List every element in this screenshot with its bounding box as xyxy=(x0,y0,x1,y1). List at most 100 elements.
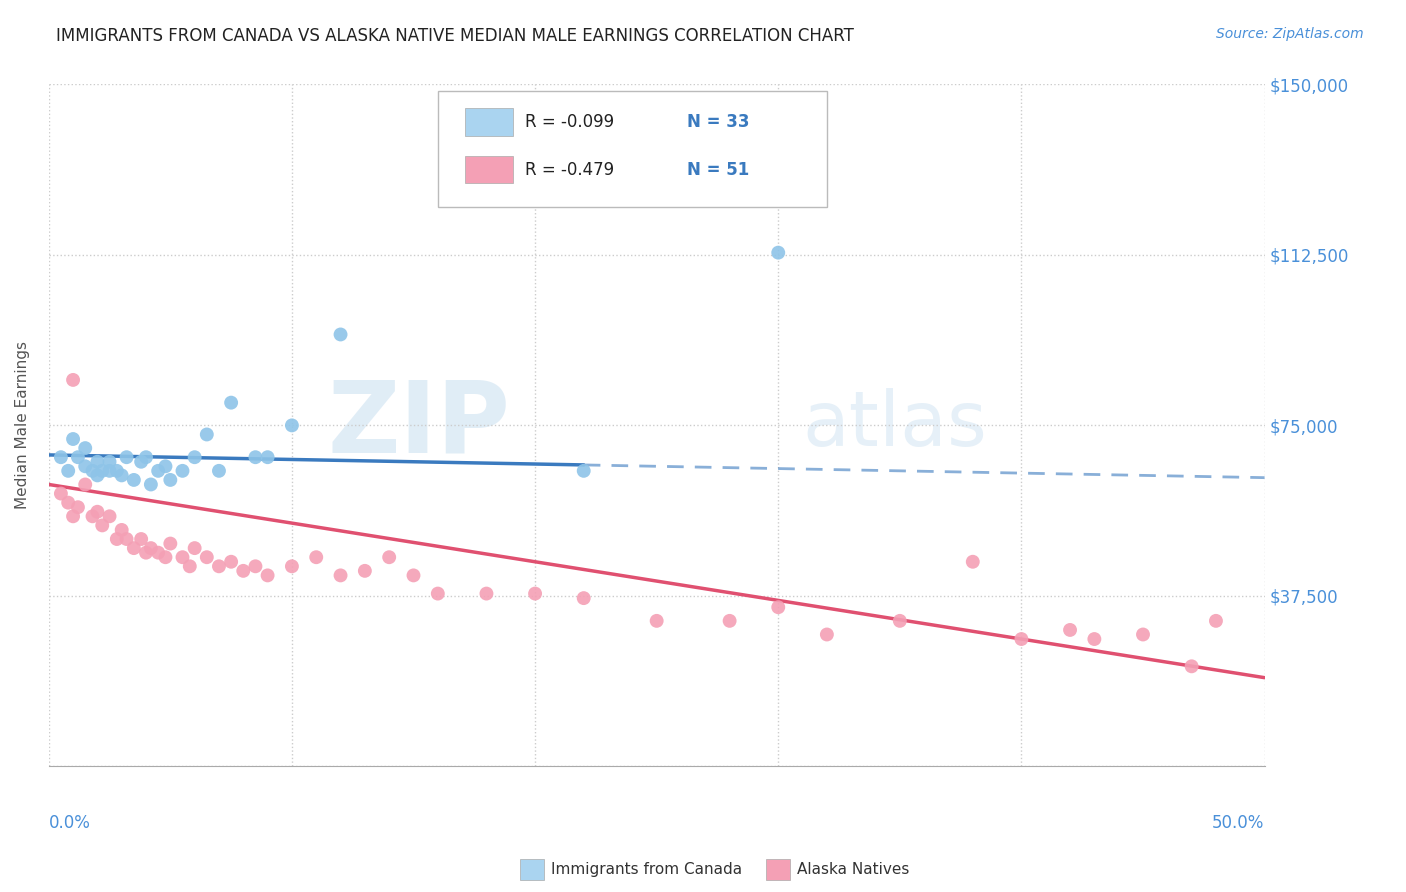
Point xyxy=(62,432,84,446)
Point xyxy=(572,464,595,478)
Point xyxy=(139,477,162,491)
Point xyxy=(129,455,152,469)
Bar xyxy=(464,108,513,136)
Point xyxy=(91,518,114,533)
Point xyxy=(195,427,218,442)
Point xyxy=(232,564,254,578)
Point xyxy=(75,459,97,474)
Point xyxy=(402,568,425,582)
Point xyxy=(122,541,145,555)
Bar xyxy=(464,156,513,184)
Point xyxy=(524,586,547,600)
Text: IMMIGRANTS FROM CANADA VS ALASKA NATIVE MEDIAN MALE EARNINGS CORRELATION CHART: IMMIGRANTS FROM CANADA VS ALASKA NATIVE … xyxy=(56,27,853,45)
Text: atlas: atlas xyxy=(803,388,987,462)
Point xyxy=(115,450,138,465)
Text: Alaska Natives: Alaska Natives xyxy=(797,863,910,877)
Point xyxy=(105,532,128,546)
Point xyxy=(122,473,145,487)
Point xyxy=(86,455,108,469)
Point xyxy=(1181,659,1204,673)
Point xyxy=(129,532,152,546)
Point xyxy=(768,245,790,260)
Point xyxy=(98,455,121,469)
Point xyxy=(75,441,97,455)
Point xyxy=(1010,632,1032,646)
Text: 0.0%: 0.0% xyxy=(49,814,90,832)
Point xyxy=(111,523,134,537)
Text: R = -0.479: R = -0.479 xyxy=(526,161,614,178)
Point xyxy=(172,464,194,478)
Point xyxy=(329,568,352,582)
Point xyxy=(159,473,181,487)
Point xyxy=(1205,614,1227,628)
Point xyxy=(1132,627,1154,641)
Point xyxy=(148,546,170,560)
Point xyxy=(82,509,104,524)
Point xyxy=(768,600,790,615)
Point xyxy=(49,450,72,465)
Point xyxy=(58,464,80,478)
Point xyxy=(718,614,741,628)
Point xyxy=(281,559,304,574)
Point xyxy=(208,559,231,574)
Point xyxy=(378,550,401,565)
Point xyxy=(135,546,157,560)
Point xyxy=(98,509,121,524)
Point xyxy=(75,477,97,491)
Point xyxy=(354,564,377,578)
Point xyxy=(426,586,449,600)
Point xyxy=(58,496,80,510)
Point xyxy=(183,541,205,555)
Point xyxy=(172,550,194,565)
Point xyxy=(195,550,218,565)
Point xyxy=(115,532,138,546)
Point xyxy=(305,550,328,565)
Point xyxy=(219,395,242,409)
Point xyxy=(66,500,89,515)
Y-axis label: Median Male Earnings: Median Male Earnings xyxy=(15,342,30,509)
Point xyxy=(329,327,352,342)
Point xyxy=(91,464,114,478)
Point xyxy=(1083,632,1105,646)
Text: Source: ZipAtlas.com: Source: ZipAtlas.com xyxy=(1216,27,1364,41)
Point xyxy=(179,559,201,574)
Point xyxy=(256,450,278,465)
Text: Immigrants from Canada: Immigrants from Canada xyxy=(551,863,742,877)
Point xyxy=(62,373,84,387)
Text: 50.0%: 50.0% xyxy=(1212,814,1264,832)
Point xyxy=(62,509,84,524)
Text: N = 51: N = 51 xyxy=(688,161,749,178)
Point xyxy=(245,450,267,465)
Point xyxy=(962,555,984,569)
Point xyxy=(82,464,104,478)
Point xyxy=(86,468,108,483)
Point xyxy=(281,418,304,433)
Point xyxy=(155,550,177,565)
Point xyxy=(86,505,108,519)
Point xyxy=(572,591,595,606)
Point xyxy=(219,555,242,569)
Point xyxy=(105,464,128,478)
Point xyxy=(139,541,162,555)
Point xyxy=(256,568,278,582)
Point xyxy=(815,627,838,641)
Point xyxy=(111,468,134,483)
Point xyxy=(889,614,911,628)
Text: ZIP: ZIP xyxy=(328,377,510,474)
FancyBboxPatch shape xyxy=(437,91,827,207)
Point xyxy=(98,464,121,478)
Point xyxy=(1059,623,1081,637)
Point xyxy=(66,450,89,465)
Point xyxy=(645,614,668,628)
Point xyxy=(475,586,498,600)
Point xyxy=(135,450,157,465)
Point xyxy=(155,459,177,474)
Point xyxy=(245,559,267,574)
Text: N = 33: N = 33 xyxy=(688,113,749,131)
Point xyxy=(49,486,72,500)
Point xyxy=(148,464,170,478)
Point xyxy=(183,450,205,465)
Point xyxy=(159,536,181,550)
Point xyxy=(208,464,231,478)
Text: R = -0.099: R = -0.099 xyxy=(526,113,614,131)
